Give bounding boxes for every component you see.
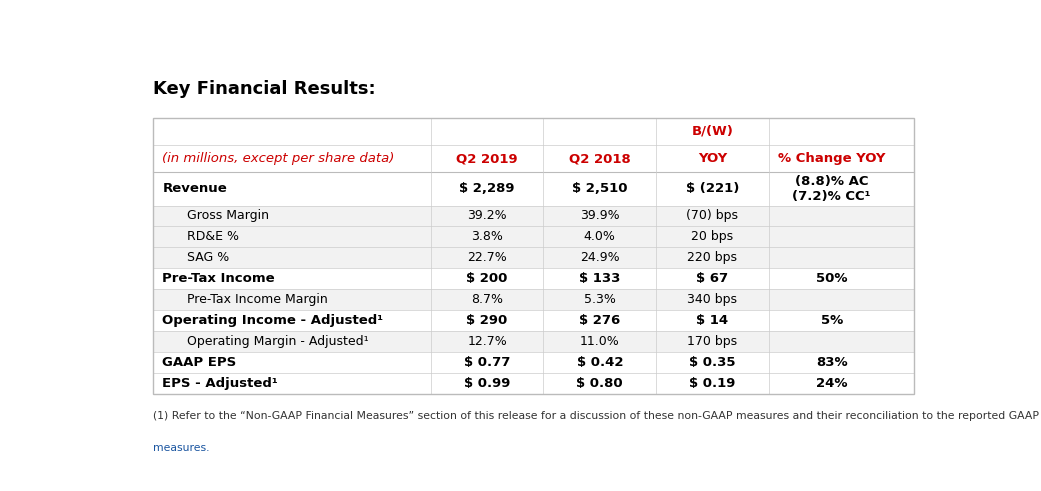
Bar — [153, 268, 914, 289]
Bar — [153, 352, 914, 373]
Text: Key Financial Results:: Key Financial Results: — [153, 80, 376, 98]
Text: $ 0.80: $ 0.80 — [577, 377, 624, 389]
Text: (1) Refer to the “Non-GAAP Financial Measures” section of this release for a dis: (1) Refer to the “Non-GAAP Financial Mea… — [153, 410, 1039, 420]
Text: Q2 2019: Q2 2019 — [456, 152, 517, 165]
Text: (7.2)% CC¹: (7.2)% CC¹ — [792, 190, 871, 203]
Text: 340 bps: 340 bps — [687, 293, 737, 306]
Bar — [153, 117, 914, 172]
Text: Operating Margin - Adjusted¹: Operating Margin - Adjusted¹ — [186, 335, 369, 348]
Text: $ 2,510: $ 2,510 — [572, 183, 628, 195]
Bar — [153, 331, 914, 352]
Bar — [153, 289, 914, 310]
Bar — [153, 117, 914, 393]
Text: $ 0.99: $ 0.99 — [464, 377, 510, 389]
Text: $ 0.42: $ 0.42 — [577, 355, 623, 369]
Bar — [153, 247, 914, 268]
Text: $ 133: $ 133 — [579, 272, 620, 285]
Text: Q2 2018: Q2 2018 — [568, 152, 631, 165]
Text: 170 bps: 170 bps — [687, 335, 738, 348]
Text: $ 2,289: $ 2,289 — [459, 183, 515, 195]
Bar — [153, 206, 914, 226]
Bar — [153, 226, 914, 247]
Text: 3.8%: 3.8% — [472, 230, 503, 244]
Text: Gross Margin: Gross Margin — [186, 210, 269, 222]
Text: $ (221): $ (221) — [686, 183, 739, 195]
Text: (8.8)% AC: (8.8)% AC — [795, 175, 868, 188]
Text: 220 bps: 220 bps — [687, 251, 737, 264]
Text: $ 200: $ 200 — [466, 272, 508, 285]
Text: % Change YOY: % Change YOY — [778, 152, 886, 165]
Text: Pre-Tax Income: Pre-Tax Income — [162, 272, 275, 285]
Text: RD&E %: RD&E % — [186, 230, 238, 244]
Text: 4.0%: 4.0% — [584, 230, 615, 244]
Text: Operating Income - Adjusted¹: Operating Income - Adjusted¹ — [162, 314, 383, 327]
Text: 22.7%: 22.7% — [467, 251, 507, 264]
Text: $ 0.35: $ 0.35 — [689, 355, 736, 369]
Text: 20 bps: 20 bps — [691, 230, 734, 244]
Text: measures.: measures. — [153, 443, 209, 453]
Text: GAAP EPS: GAAP EPS — [162, 355, 236, 369]
Text: $ 290: $ 290 — [466, 314, 508, 327]
Text: 24.9%: 24.9% — [580, 251, 619, 264]
Text: Revenue: Revenue — [162, 183, 227, 195]
Bar — [153, 373, 914, 393]
Text: $ 276: $ 276 — [579, 314, 620, 327]
Text: 11.0%: 11.0% — [580, 335, 619, 348]
Text: EPS - Adjusted¹: EPS - Adjusted¹ — [162, 377, 278, 389]
Bar — [153, 172, 914, 206]
Text: $ 67: $ 67 — [696, 272, 729, 285]
Text: 5%: 5% — [820, 314, 843, 327]
Text: 8.7%: 8.7% — [472, 293, 503, 306]
Bar — [153, 310, 914, 331]
Text: 83%: 83% — [816, 355, 847, 369]
Text: 50%: 50% — [816, 272, 847, 285]
Text: (in millions, except per share data): (in millions, except per share data) — [162, 152, 395, 165]
Text: (70) bps: (70) bps — [686, 210, 738, 222]
Text: YOY: YOY — [697, 152, 727, 165]
Text: 39.9%: 39.9% — [580, 210, 619, 222]
Text: 39.2%: 39.2% — [467, 210, 507, 222]
Text: 5.3%: 5.3% — [584, 293, 615, 306]
Text: $ 0.19: $ 0.19 — [689, 377, 736, 389]
Text: B/(W): B/(W) — [691, 125, 734, 138]
Text: SAG %: SAG % — [186, 251, 229, 264]
Text: 24%: 24% — [816, 377, 847, 389]
Text: Pre-Tax Income Margin: Pre-Tax Income Margin — [186, 293, 327, 306]
Text: 12.7%: 12.7% — [467, 335, 507, 348]
Text: $ 14: $ 14 — [696, 314, 729, 327]
Text: $ 0.77: $ 0.77 — [464, 355, 510, 369]
